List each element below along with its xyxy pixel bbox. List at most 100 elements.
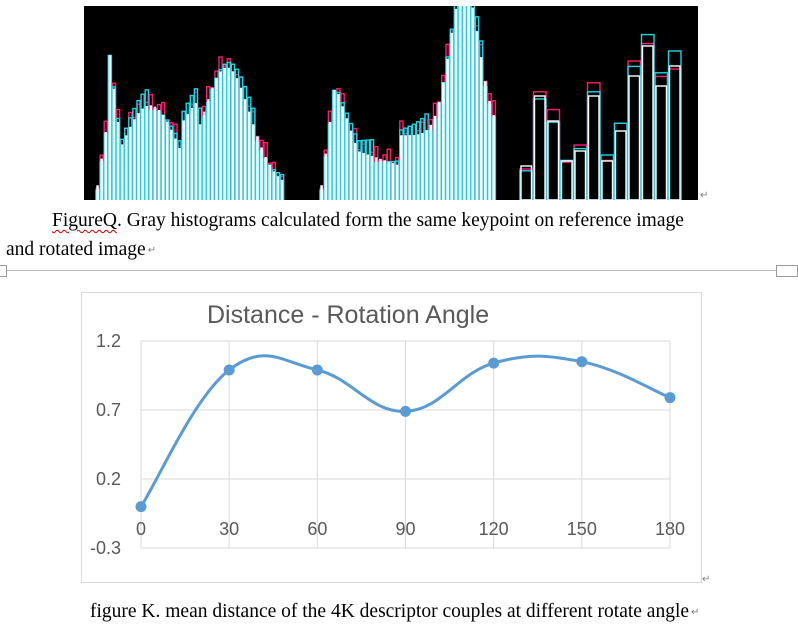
distance-rotation-chart[interactable]: Distance - Rotation Angle 1.2 0.7 0.2 -0.3 0… — [81, 292, 702, 583]
histogram-bar-overlap — [108, 55, 112, 200]
histogram-bar-reference — [519, 168, 534, 200]
histogram-bar-rotated — [279, 173, 285, 200]
histogram-bar-overlap — [170, 129, 173, 200]
histogram-bar-rotated — [344, 112, 350, 200]
histogram-bar-overlap — [100, 158, 103, 200]
histogram-bar-rotated — [136, 99, 141, 200]
histogram-bar-overlap — [362, 152, 365, 200]
histogram-bar-overlap — [337, 94, 340, 200]
histogram-bar-rotated — [474, 16, 480, 200]
histogram-bar-overlap — [458, 6, 462, 200]
paragraph-mark-icon: ↵ — [147, 245, 157, 256]
histogram-bar-reference — [627, 60, 642, 200]
histogram-bar-rotated — [238, 76, 244, 200]
histogram-bar-rotated — [394, 160, 400, 200]
histogram-bar-overlap — [454, 8, 458, 200]
histogram-bar-overlap — [475, 31, 479, 200]
histogram-bar-overlap — [137, 113, 140, 200]
section-break-right-marker — [776, 265, 798, 277]
histogram-bar-overlap — [614, 130, 627, 200]
histogram-bar-overlap — [174, 138, 177, 200]
histogram-bar-overlap — [587, 95, 600, 200]
histogram-bar-overlap — [574, 150, 587, 200]
histogram-bar-rotated — [336, 91, 341, 200]
histogram-bar-overlap — [345, 118, 349, 200]
histogram-bar-reference — [613, 122, 628, 200]
histogram-bar-overlap — [223, 67, 226, 200]
histogram-bar-rotated — [226, 61, 231, 200]
x-tick-label: 30 — [219, 519, 239, 539]
histogram-bar-overlap — [125, 135, 128, 200]
histogram-bar-overlap — [133, 119, 136, 200]
histogram-bar-overlap — [198, 124, 202, 200]
histogram-bar-rotated — [185, 102, 190, 200]
histogram-bar-overlap — [328, 121, 332, 200]
histogram-bar-overlap — [202, 111, 206, 200]
histogram-bar-overlap — [601, 160, 614, 200]
histogram-bar-overlap — [112, 88, 116, 200]
histogram-bar-rotated — [340, 102, 345, 200]
histogram-bar-rotated — [546, 121, 561, 200]
x-tick-label: 150 — [567, 519, 597, 539]
histogram-bar-rotated — [271, 168, 277, 200]
histogram-bar-overlap — [186, 113, 189, 200]
histogram-bar-overlap — [628, 75, 641, 200]
figure-k-caption-text: figure K. mean distance of the 4K descri… — [90, 601, 690, 622]
histogram-bar-overlap — [280, 179, 284, 200]
histogram-bar-rotated — [275, 172, 281, 200]
histogram-bar-rotated — [128, 117, 133, 200]
histogram-bar-overlap — [366, 154, 370, 200]
histogram-bar-rotated — [600, 154, 615, 200]
histogram-bar-rotated — [352, 133, 358, 200]
histogram-bar-overlap — [484, 81, 487, 200]
histogram-bar-overlap — [320, 185, 323, 200]
histogram-bar-overlap — [416, 134, 420, 200]
histogram-bar-rotated — [193, 88, 199, 200]
histogram-bar-overlap — [178, 147, 181, 200]
histogram-bar-rotated — [222, 63, 227, 200]
histogram-bar-overlap — [370, 155, 374, 200]
histogram-bar-overlap — [153, 106, 157, 200]
histogram-bar-rotated — [453, 6, 459, 200]
x-tick-label: 60 — [307, 519, 327, 539]
histogram-bar-rotated — [111, 86, 117, 200]
histogram-bar-rotated — [197, 107, 203, 200]
histogram-bar-overlap — [488, 100, 491, 200]
histogram-bar-reference — [640, 42, 655, 200]
histogram-bar-overlap — [433, 115, 437, 200]
histogram-bar-overlap — [379, 158, 382, 200]
histogram-bar-overlap — [446, 58, 449, 200]
histogram-bar-overlap — [235, 78, 239, 200]
histogram-bar-overlap — [467, 6, 470, 200]
histogram-bar-overlap — [116, 121, 120, 200]
histogram-bar-overlap — [268, 164, 271, 200]
histogram-bar-overlap — [332, 90, 336, 200]
histogram-bar-overlap — [190, 108, 194, 200]
histogram-bar-overlap — [194, 103, 198, 200]
histogram-bar-rotated — [613, 122, 628, 200]
histogram-bar-overlap — [227, 67, 230, 200]
histogram-bar-overlap — [211, 87, 214, 200]
histogram-bar-rotated — [627, 65, 642, 200]
histogram-bar-overlap — [437, 101, 441, 200]
histogram-bar-rotated — [365, 139, 371, 200]
data-point — [488, 357, 500, 369]
histogram-bar-overlap — [374, 157, 378, 200]
histogram-bar-overlap — [358, 151, 361, 200]
histogram-bar-overlap — [395, 164, 399, 200]
histogram-bar-reference — [586, 82, 601, 200]
x-tick-label: 120 — [479, 519, 509, 539]
histogram-bar-overlap — [387, 161, 391, 200]
histogram-bar-rotated — [654, 72, 669, 200]
paragraph-mark-icon: ↵ — [700, 190, 709, 201]
data-point — [223, 364, 235, 376]
histogram-bar-overlap — [463, 6, 466, 200]
data-point — [576, 356, 588, 368]
histogram-bar-reference — [559, 161, 574, 200]
histogram-bar-overlap — [425, 130, 428, 200]
histogram-bar-overlap — [404, 135, 407, 200]
histogram-bar-rotated — [189, 94, 195, 200]
histogram-bar-rotated — [242, 85, 248, 200]
histogram-bar-rotated — [466, 6, 471, 200]
histogram-bar-overlap — [492, 115, 496, 200]
